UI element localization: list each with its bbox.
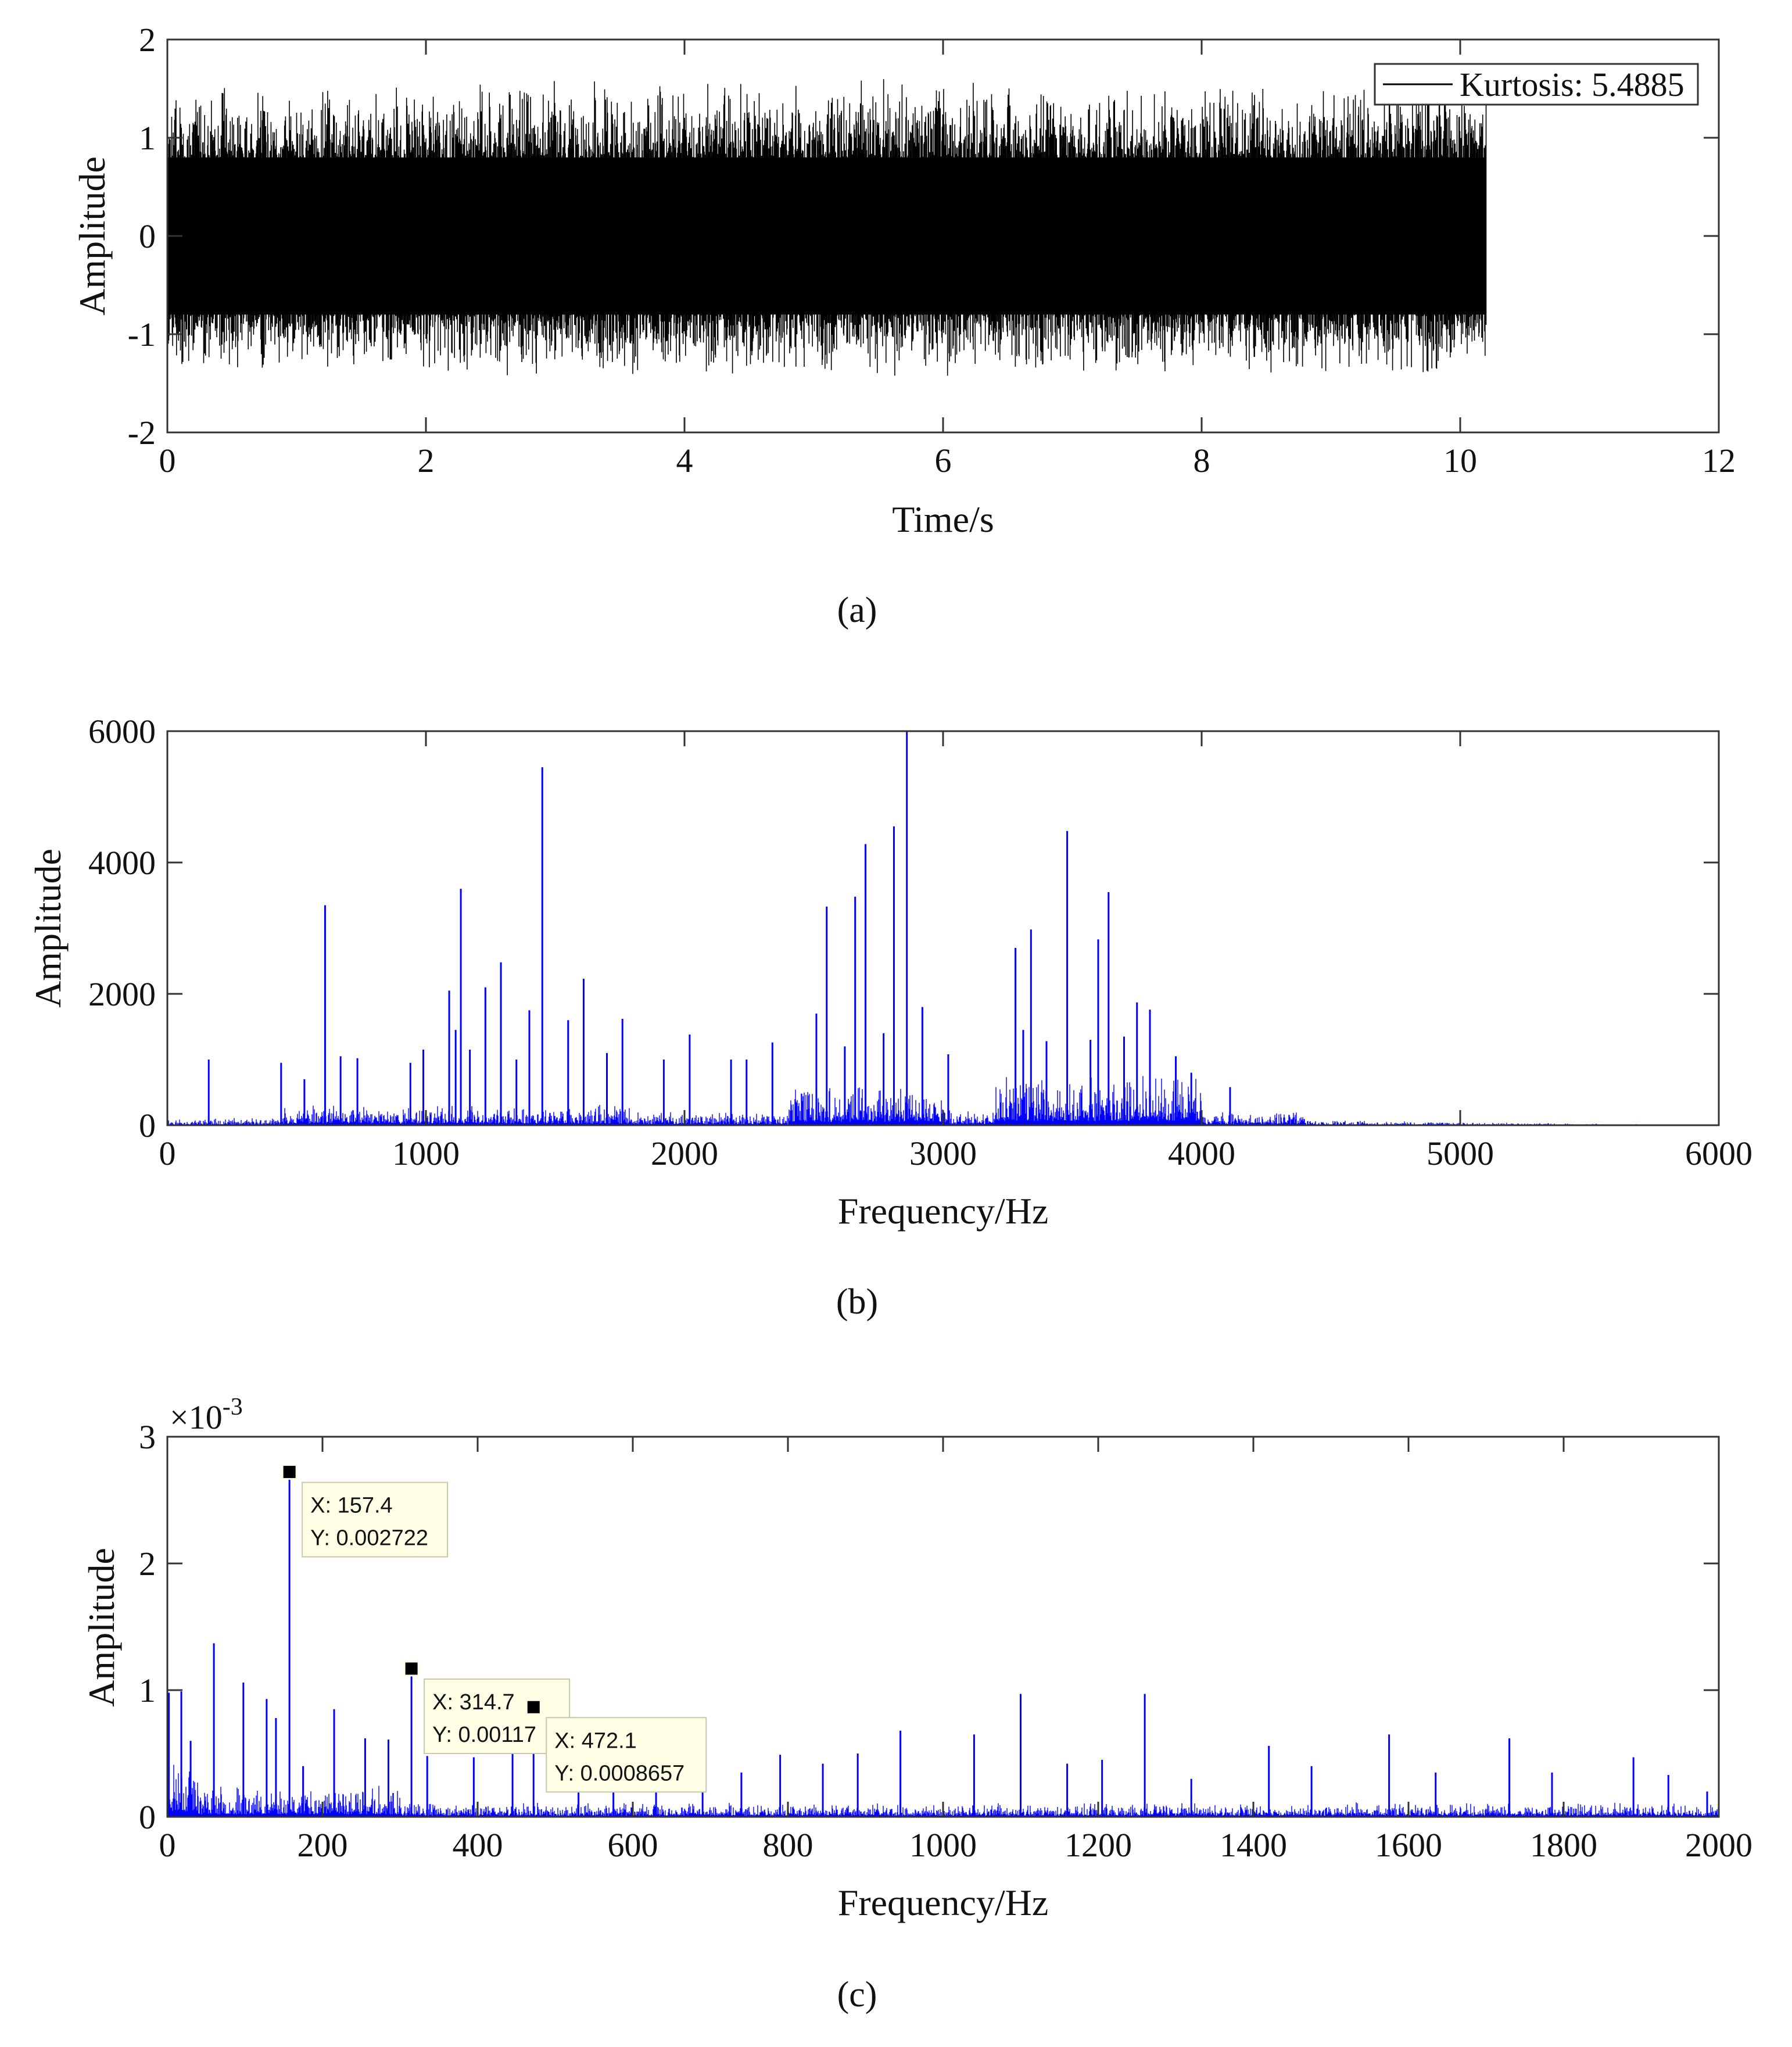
panel-a-legend: Kurtosis: 5.4885 <box>1374 63 1699 106</box>
datatip-x-text: X: 472.1 <box>554 1729 637 1753</box>
panel-c-y-multiplier-base: ×10 <box>170 1398 223 1436</box>
datatip-y-text: Y: 0.0008657 <box>554 1761 684 1785</box>
y-tick-label: 2 <box>139 1545 156 1583</box>
datatip[interactable]: X: 472.1 Y: 0.0008657 <box>525 1699 707 1793</box>
panel-a-y-axis-label: Amplitude <box>71 156 113 316</box>
x-tick-label: 0 <box>159 442 176 479</box>
datatip-marker[interactable] <box>525 1699 542 1715</box>
panel-a-legend-entry: Kurtosis: 5.4885 <box>1460 66 1685 103</box>
panel-c-y-multiplier-exponent: -3 <box>223 1394 243 1420</box>
x-tick-label: 1800 <box>1530 1826 1597 1864</box>
x-tick-label: 1000 <box>909 1826 977 1864</box>
x-tick-label: 200 <box>298 1826 348 1864</box>
panel-a-signal-line <box>167 79 1487 376</box>
x-tick-label: 6000 <box>1685 1135 1752 1172</box>
x-tick-label: 2000 <box>1685 1826 1752 1864</box>
panel-a-label: (a) <box>837 591 877 630</box>
panel-c-envelope-spectrum: 0 200 400 600 800 1000 1200 1400 1600 1800 2000 0 1 2… <box>81 1394 1752 2014</box>
x-tick-label: 5000 <box>1427 1135 1494 1172</box>
panel-b-x-axis-label: Frequency/Hz <box>838 1190 1049 1232</box>
x-tick-label: 4 <box>676 442 693 479</box>
x-tick-label: 4000 <box>1168 1135 1235 1172</box>
y-tick-label: 2 <box>139 21 156 59</box>
y-tick-label: 0 <box>139 1798 156 1836</box>
datatip[interactable]: X: 157.4 Y: 0.002722 <box>281 1464 449 1558</box>
y-tick-label: 4000 <box>88 844 156 882</box>
panel-b-y-axis-label: Amplitude <box>27 849 69 1008</box>
x-tick-label: 800 <box>763 1826 813 1864</box>
y-tick-label: -1 <box>128 316 156 353</box>
y-tick-label: 0 <box>139 1107 156 1144</box>
x-tick-label: 12 <box>1702 442 1736 479</box>
datatip-box <box>546 1717 707 1793</box>
x-tick-label: 400 <box>453 1826 503 1864</box>
x-tick-label: 2000 <box>651 1135 718 1172</box>
x-tick-label: 1400 <box>1220 1826 1287 1864</box>
x-tick-label: 0 <box>159 1135 176 1172</box>
datatip[interactable]: X: 314.7 Y: 0.00117 <box>403 1660 571 1754</box>
panel-b-ticks: 0 1000 2000 3000 4000 5000 6000 0 2000 4000 6000 <box>88 713 1752 1172</box>
datatip-marker[interactable] <box>403 1660 420 1677</box>
panel-a-x-axis-label: Time/s <box>892 499 994 540</box>
panel-c-x-axis-label: Frequency/Hz <box>838 1882 1049 1923</box>
y-tick-label: 2000 <box>88 975 156 1013</box>
panel-c-label: (c) <box>837 1975 877 2014</box>
datatip-box <box>302 1481 449 1558</box>
x-tick-label: 1200 <box>1065 1826 1132 1864</box>
x-tick-label: 600 <box>608 1826 658 1864</box>
y-tick-label: 3 <box>139 1418 156 1456</box>
x-tick-label: 0 <box>159 1826 176 1864</box>
panel-b-spectrum-line <box>167 731 1719 1125</box>
datatip-x-text: X: 157.4 <box>310 1494 393 1518</box>
x-tick-label: 1600 <box>1375 1826 1442 1864</box>
x-tick-label: 3000 <box>909 1135 977 1172</box>
y-tick-label: 6000 <box>88 713 156 750</box>
x-tick-label: 2 <box>418 442 435 479</box>
datatip-y-text: Y: 0.002722 <box>310 1526 428 1551</box>
panel-c-y-axis-label: Amplitude <box>81 1548 122 1707</box>
datatip-box <box>424 1678 571 1754</box>
x-tick-label: 8 <box>1194 442 1210 479</box>
y-tick-label: 1 <box>139 1672 156 1709</box>
datatip-y-text: Y: 0.00117 <box>432 1723 536 1747</box>
x-tick-label: 6 <box>935 442 952 479</box>
datatip-x-text: X: 314.7 <box>432 1690 515 1715</box>
panel-b-label: (b) <box>836 1282 878 1322</box>
x-tick-label: 1000 <box>392 1135 460 1172</box>
y-tick-label: 1 <box>139 119 156 157</box>
panel-c-ticks: 0 200 400 600 800 1000 1200 1400 1600 1800 2000 0 1 2… <box>139 1418 1752 1864</box>
panel-b-spectrum: 0 1000 2000 3000 4000 5000 6000 0 2000 4000 6000 F… <box>27 713 1752 1322</box>
y-tick-label: 0 <box>139 217 156 255</box>
datatip-marker[interactable] <box>281 1464 298 1480</box>
panel-c-y-multiplier: ×10-3 <box>170 1394 243 1436</box>
y-tick-label: -2 <box>128 414 156 452</box>
x-tick-label: 10 <box>1443 442 1477 479</box>
